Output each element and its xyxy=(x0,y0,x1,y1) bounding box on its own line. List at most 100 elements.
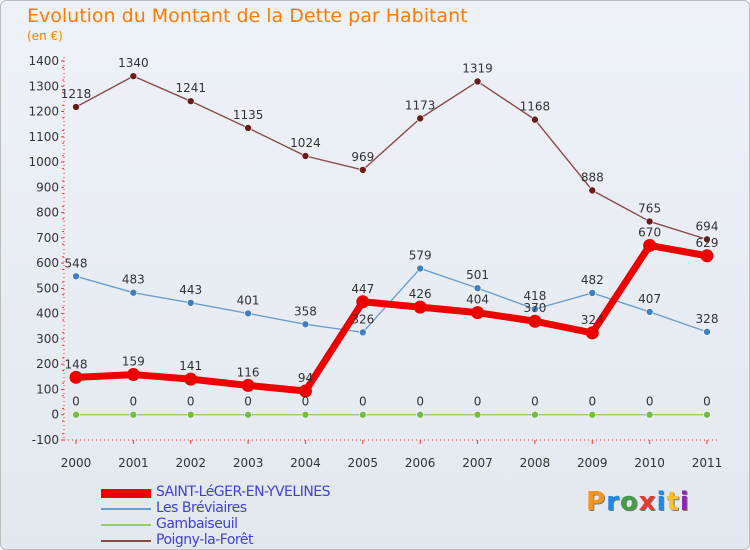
data-label: 0 xyxy=(244,395,252,409)
data-point xyxy=(359,328,367,337)
data-point xyxy=(703,410,711,419)
data-label: 116 xyxy=(237,365,260,379)
data-label: 447 xyxy=(351,282,374,296)
data-point xyxy=(129,288,138,297)
data-label: 94 xyxy=(298,371,313,385)
y-tick-label: 1400 xyxy=(28,54,59,68)
proxiti-logo: Proxiti xyxy=(586,487,690,517)
data-label: 148 xyxy=(65,357,88,371)
data-label: 1168 xyxy=(520,100,551,114)
data-point xyxy=(473,284,482,292)
data-point xyxy=(703,328,711,336)
data-label: 443 xyxy=(179,283,202,297)
data-label: 765 xyxy=(638,201,661,215)
y-tick-label: 200 xyxy=(36,357,59,371)
data-point xyxy=(69,370,83,384)
chart-subtitle: (en €) xyxy=(27,29,63,43)
data-point xyxy=(186,97,195,105)
y-tick-label: 0 xyxy=(51,408,59,422)
data-label: 401 xyxy=(237,293,260,307)
data-point xyxy=(186,299,195,307)
data-label: 483 xyxy=(122,273,145,287)
series-line xyxy=(75,241,708,395)
data-point xyxy=(703,235,711,244)
y-tick-label: 1200 xyxy=(28,105,59,119)
data-label: 1241 xyxy=(175,81,206,95)
x-tick-label: 2000 xyxy=(61,456,92,470)
data-point xyxy=(588,289,597,297)
data-point xyxy=(301,320,310,329)
data-label: 1340 xyxy=(118,56,149,70)
legend-swatch xyxy=(101,524,151,526)
data-label: 0 xyxy=(646,395,654,409)
y-tick-label: 300 xyxy=(36,332,59,346)
data-point xyxy=(301,410,310,419)
data-point xyxy=(244,124,252,132)
data-label: 141 xyxy=(179,359,202,373)
y-tick-label: 700 xyxy=(36,231,59,245)
data-label: 0 xyxy=(474,395,482,409)
series-line xyxy=(75,267,708,334)
y-tick-label: 1100 xyxy=(28,130,59,144)
data-label: 407 xyxy=(638,292,661,306)
y-tick-label: -100 xyxy=(32,433,59,447)
y-tick-label: 1000 xyxy=(28,155,59,169)
data-label: 579 xyxy=(409,248,432,262)
data-label: 1319 xyxy=(462,61,493,75)
series-line xyxy=(75,75,708,241)
data-label: 404 xyxy=(466,293,489,307)
x-tick-label: 2008 xyxy=(520,456,551,470)
data-point xyxy=(301,152,310,160)
data-label: 670 xyxy=(638,225,661,239)
data-point xyxy=(531,410,539,419)
y-tick-label: 400 xyxy=(36,307,59,321)
legend-swatch xyxy=(101,488,151,498)
data-point xyxy=(643,238,657,252)
data-point xyxy=(531,115,539,124)
y-tick-label: 900 xyxy=(36,180,59,194)
data-point xyxy=(129,410,138,419)
x-tick-label: 2011 xyxy=(692,456,723,470)
data-label: 0 xyxy=(531,395,539,409)
data-point xyxy=(416,410,424,419)
data-label: 0 xyxy=(130,395,138,409)
y-tick-label: 600 xyxy=(36,256,59,270)
legend-label: Gambaiseuil xyxy=(156,516,238,532)
data-point xyxy=(72,103,80,111)
data-point xyxy=(126,368,140,382)
data-point xyxy=(645,308,654,316)
y-tick-label: 100 xyxy=(36,382,59,396)
data-label: 482 xyxy=(581,273,604,287)
data-point xyxy=(588,186,597,195)
data-label: 1024 xyxy=(290,136,321,150)
data-label: 1218 xyxy=(61,87,92,101)
data-label: 629 xyxy=(696,236,719,250)
data-label: 324 xyxy=(581,313,604,327)
data-point xyxy=(241,378,255,392)
x-tick-label: 2007 xyxy=(462,456,493,470)
y-tick-label: 800 xyxy=(36,206,59,220)
x-tick-label: 2005 xyxy=(348,456,379,470)
data-point xyxy=(186,410,195,419)
data-label: 0 xyxy=(416,395,424,409)
data-label: 328 xyxy=(696,312,719,326)
legend-label: Poigny-la-Forêt xyxy=(156,532,253,548)
data-label: 0 xyxy=(359,395,367,409)
data-label: 418 xyxy=(523,289,546,303)
data-label: 501 xyxy=(466,268,489,282)
legend-label: SAINT-LéGER-EN-YVELINES xyxy=(156,484,331,500)
data-label: 548 xyxy=(65,256,88,270)
x-tick-label: 2010 xyxy=(634,456,665,470)
data-point xyxy=(531,305,539,313)
data-point xyxy=(244,309,252,318)
data-point xyxy=(72,410,80,419)
data-point xyxy=(129,72,138,80)
data-point xyxy=(359,166,367,174)
data-label: 326 xyxy=(351,312,374,326)
data-label: 0 xyxy=(187,395,195,409)
legend-label: Les Bréviaires xyxy=(156,500,247,516)
data-label: 969 xyxy=(351,150,374,164)
data-point xyxy=(588,410,597,419)
